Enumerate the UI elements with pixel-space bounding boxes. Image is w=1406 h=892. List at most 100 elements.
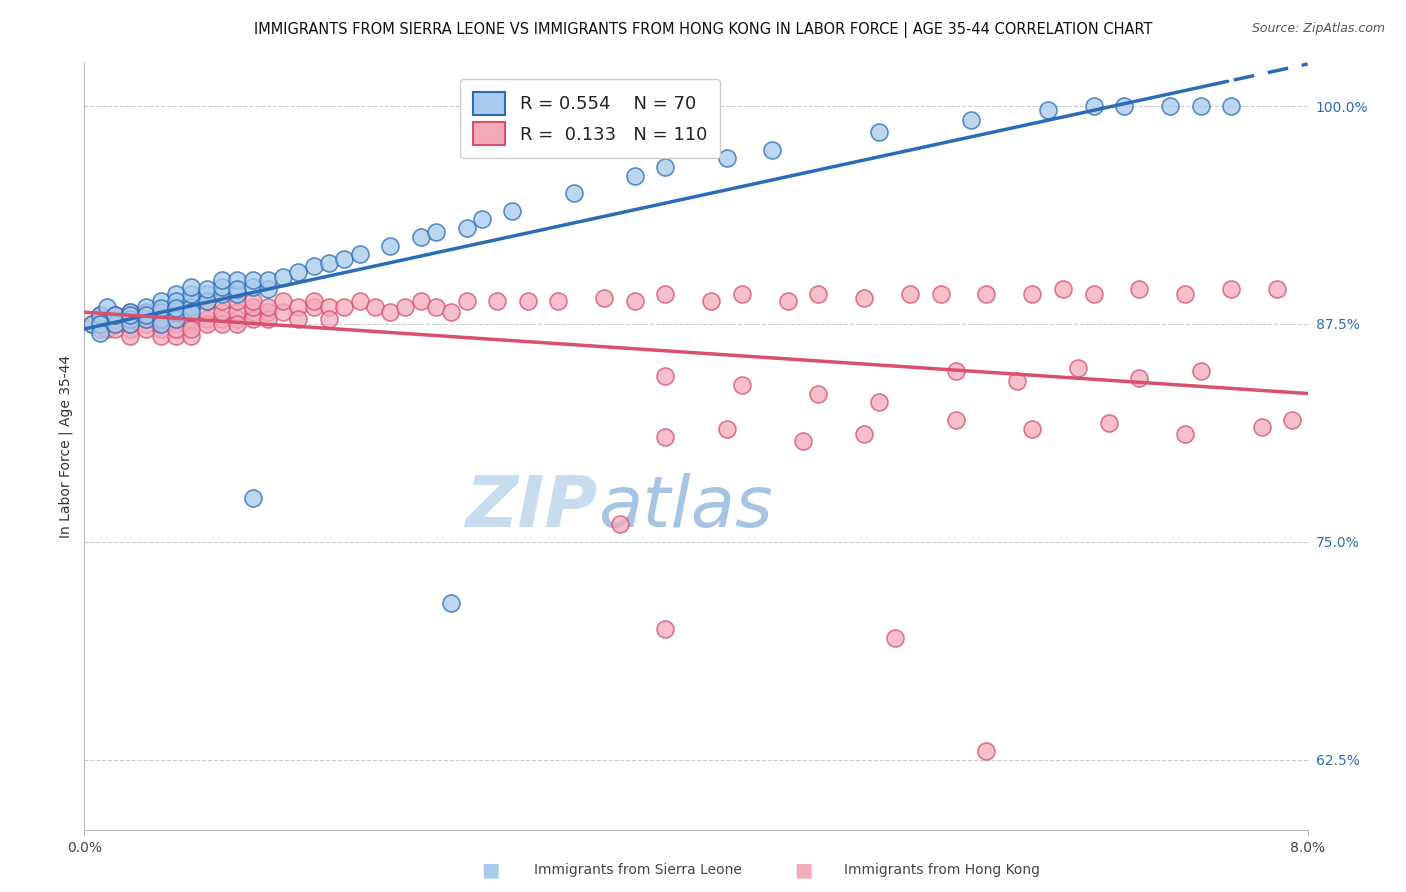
Point (761, 143, 783, 157)
Point (180, 317, 202, 331)
Point (149, 304, 172, 318)
Text: ZIP: ZIP (465, 473, 598, 541)
Point (654, 160, 676, 174)
Point (1021, 287, 1043, 301)
Point (80, 317, 103, 331)
Point (180, 287, 202, 301)
Point (180, 280, 202, 294)
Point (960, 112, 983, 127)
Point (1220, 99, 1243, 113)
Point (195, 317, 218, 331)
Point (1174, 287, 1197, 301)
Point (149, 301, 172, 316)
Point (456, 294, 478, 309)
Point (165, 311, 187, 326)
Text: IMMIGRANTS FROM SIERRA LEONE VS IMMIGRANTS FROM HONG KONG IN LABOR FORCE | AGE 3: IMMIGRANTS FROM SIERRA LEONE VS IMMIGRAN… (253, 22, 1153, 38)
Point (302, 300, 325, 314)
Point (165, 304, 187, 318)
Point (135, 311, 157, 326)
Point (318, 311, 340, 326)
Point (211, 273, 233, 287)
Point (654, 622, 676, 636)
Point (1005, 375, 1028, 389)
Point (180, 322, 202, 336)
Point (242, 280, 264, 294)
Point (242, 304, 264, 318)
Point (593, 291, 616, 305)
Point (1265, 282, 1288, 296)
Point (853, 291, 876, 305)
Point (135, 317, 157, 331)
Point (165, 287, 187, 301)
Point (149, 311, 172, 326)
Point (516, 294, 538, 309)
Point (1052, 282, 1074, 296)
Point (271, 294, 294, 309)
Point (716, 421, 738, 435)
Point (149, 317, 172, 331)
Point (242, 311, 264, 326)
Point (1083, 99, 1105, 113)
Point (120, 304, 142, 318)
Point (945, 364, 967, 378)
Point (120, 317, 142, 331)
Point (149, 311, 172, 326)
Point (287, 311, 309, 326)
Point (89, 311, 111, 326)
Point (180, 304, 202, 318)
Text: ■: ■ (794, 860, 813, 880)
Point (364, 300, 387, 314)
Point (318, 256, 340, 270)
Point (89, 317, 111, 331)
Text: ■: ■ (481, 860, 499, 880)
Point (149, 304, 172, 318)
Point (120, 329, 142, 343)
Point (165, 301, 187, 316)
Point (380, 238, 402, 252)
Point (1128, 282, 1150, 296)
Point (180, 311, 202, 326)
Point (624, 294, 647, 309)
Point (456, 221, 478, 235)
Point (120, 317, 142, 331)
Point (104, 317, 127, 331)
Point (80, 317, 103, 331)
Point (180, 329, 202, 343)
Point (853, 426, 876, 441)
Point (242, 294, 264, 309)
Point (1159, 99, 1181, 113)
Point (211, 287, 233, 301)
Point (226, 294, 249, 309)
Point (149, 294, 172, 309)
Point (226, 304, 249, 318)
Point (242, 273, 264, 287)
Point (349, 294, 371, 309)
Point (257, 304, 280, 318)
Point (135, 322, 157, 336)
Point (149, 322, 172, 336)
Point (287, 300, 309, 314)
Point (792, 434, 814, 448)
Point (226, 273, 249, 287)
Point (654, 369, 676, 384)
Point (226, 317, 249, 331)
Point (1174, 426, 1197, 441)
Point (409, 229, 432, 244)
Point (654, 287, 676, 301)
Point (89, 326, 111, 340)
Point (96, 322, 118, 336)
Point (135, 308, 157, 322)
Point (333, 252, 356, 267)
Y-axis label: In Labor Force | Age 35-44: In Labor Force | Age 35-44 (59, 354, 73, 538)
Point (502, 203, 524, 218)
Point (394, 300, 416, 314)
Point (1036, 103, 1059, 117)
Point (271, 304, 294, 318)
Point (96, 300, 118, 314)
Point (624, 169, 647, 183)
Point (211, 311, 233, 326)
Point (180, 294, 202, 309)
Point (1189, 364, 1212, 378)
Point (898, 287, 921, 301)
Point (976, 287, 998, 301)
